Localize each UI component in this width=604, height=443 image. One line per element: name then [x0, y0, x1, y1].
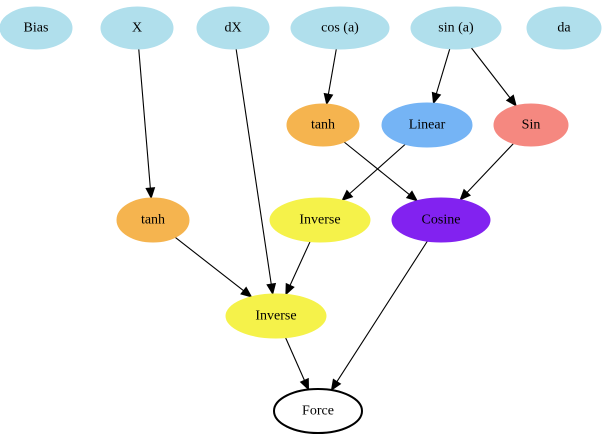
edge-sina-to-sin: [470, 47, 517, 107]
node-label: Force: [302, 404, 334, 419]
node-tanh2: tanh: [116, 197, 190, 243]
node-shape: [225, 293, 327, 339]
node-label: cos (a): [321, 21, 359, 36]
node-label: tanh: [141, 213, 165, 228]
edge-line: [336, 240, 428, 382]
node-label: Sin: [522, 118, 541, 133]
node-shape: [410, 6, 502, 50]
node-force: Force: [273, 388, 363, 434]
node-sin: Sin: [493, 103, 569, 147]
node-linear: Linear: [381, 102, 473, 148]
node-label: dX: [224, 21, 241, 36]
arrowhead-icon: [266, 282, 277, 296]
edge-sin-to-cosine: [459, 143, 514, 201]
edge-x-to-tanh2: [138, 48, 156, 200]
edge-linear-to-inverse1: [341, 143, 406, 202]
node-tanh1: tanh: [286, 103, 360, 147]
edge-cosa-to-tanh1: [323, 48, 337, 106]
edge-inverse2-to-force: [285, 337, 310, 391]
node-shape: [269, 197, 371, 243]
node-shape: [273, 388, 363, 434]
node-label: Inverse: [299, 213, 340, 228]
node-label: Inverse: [255, 309, 296, 324]
node-bias: Bias: [0, 6, 73, 50]
node-label: Cosine: [422, 213, 461, 228]
edge-line: [349, 143, 406, 195]
edge-tanh2-to-inverse2: [174, 236, 253, 298]
node-label: sin (a): [438, 21, 474, 36]
arrowhead-icon: [285, 282, 295, 296]
arrowhead-icon: [330, 378, 342, 392]
edge-line: [138, 48, 151, 189]
node-shape: [100, 6, 174, 50]
node-inverse1: Inverse: [269, 197, 371, 243]
edge-inverse1-to-inverse2: [285, 241, 311, 296]
node-shape: [391, 197, 491, 243]
node-da: da: [526, 6, 602, 50]
node-inverse2: Inverse: [225, 293, 327, 339]
node-label: Linear: [409, 118, 446, 133]
node-shape: [493, 103, 569, 147]
arrowhead-icon: [405, 190, 419, 202]
edge-line: [470, 47, 511, 99]
edge-cosine-to-force: [330, 240, 428, 392]
arrowhead-icon: [299, 377, 310, 391]
node-shape: [116, 197, 190, 243]
edge-line: [435, 48, 451, 94]
arrowhead-icon: [505, 94, 517, 107]
node-shape: [290, 6, 390, 50]
node-shape: [526, 6, 602, 50]
arrowhead-icon: [431, 91, 442, 105]
node-shape: [286, 103, 360, 147]
edge-sina-to-linear: [431, 48, 451, 105]
edge-line: [235, 48, 272, 285]
edge-dx-to-inverse2: [235, 48, 277, 296]
node-cosa: cos (a): [290, 6, 390, 50]
node-shape: [381, 102, 473, 148]
edge-line: [343, 141, 410, 195]
node-label: da: [557, 21, 571, 36]
node-dx: dX: [196, 6, 270, 50]
edge-line: [289, 241, 311, 286]
edge-line: [327, 48, 337, 95]
node-label: Bias: [24, 21, 49, 36]
node-label: tanh: [311, 118, 335, 133]
node-label: X: [132, 21, 142, 36]
node-cosine: Cosine: [391, 197, 491, 243]
arrowhead-icon: [145, 187, 156, 200]
edges-layer: [138, 47, 517, 392]
edge-line: [174, 236, 244, 292]
node-x: X: [100, 6, 174, 50]
edge-tanh1-to-cosine: [343, 141, 419, 202]
arrowhead-icon: [459, 188, 471, 201]
node-shape: [0, 6, 73, 50]
arrowhead-icon: [323, 92, 334, 106]
arrowhead-icon: [341, 189, 354, 202]
node-shape: [196, 6, 270, 50]
edge-line: [285, 337, 305, 381]
node-sina: sin (a): [410, 6, 502, 50]
edge-line: [466, 143, 514, 193]
arrowhead-icon: [240, 286, 253, 298]
